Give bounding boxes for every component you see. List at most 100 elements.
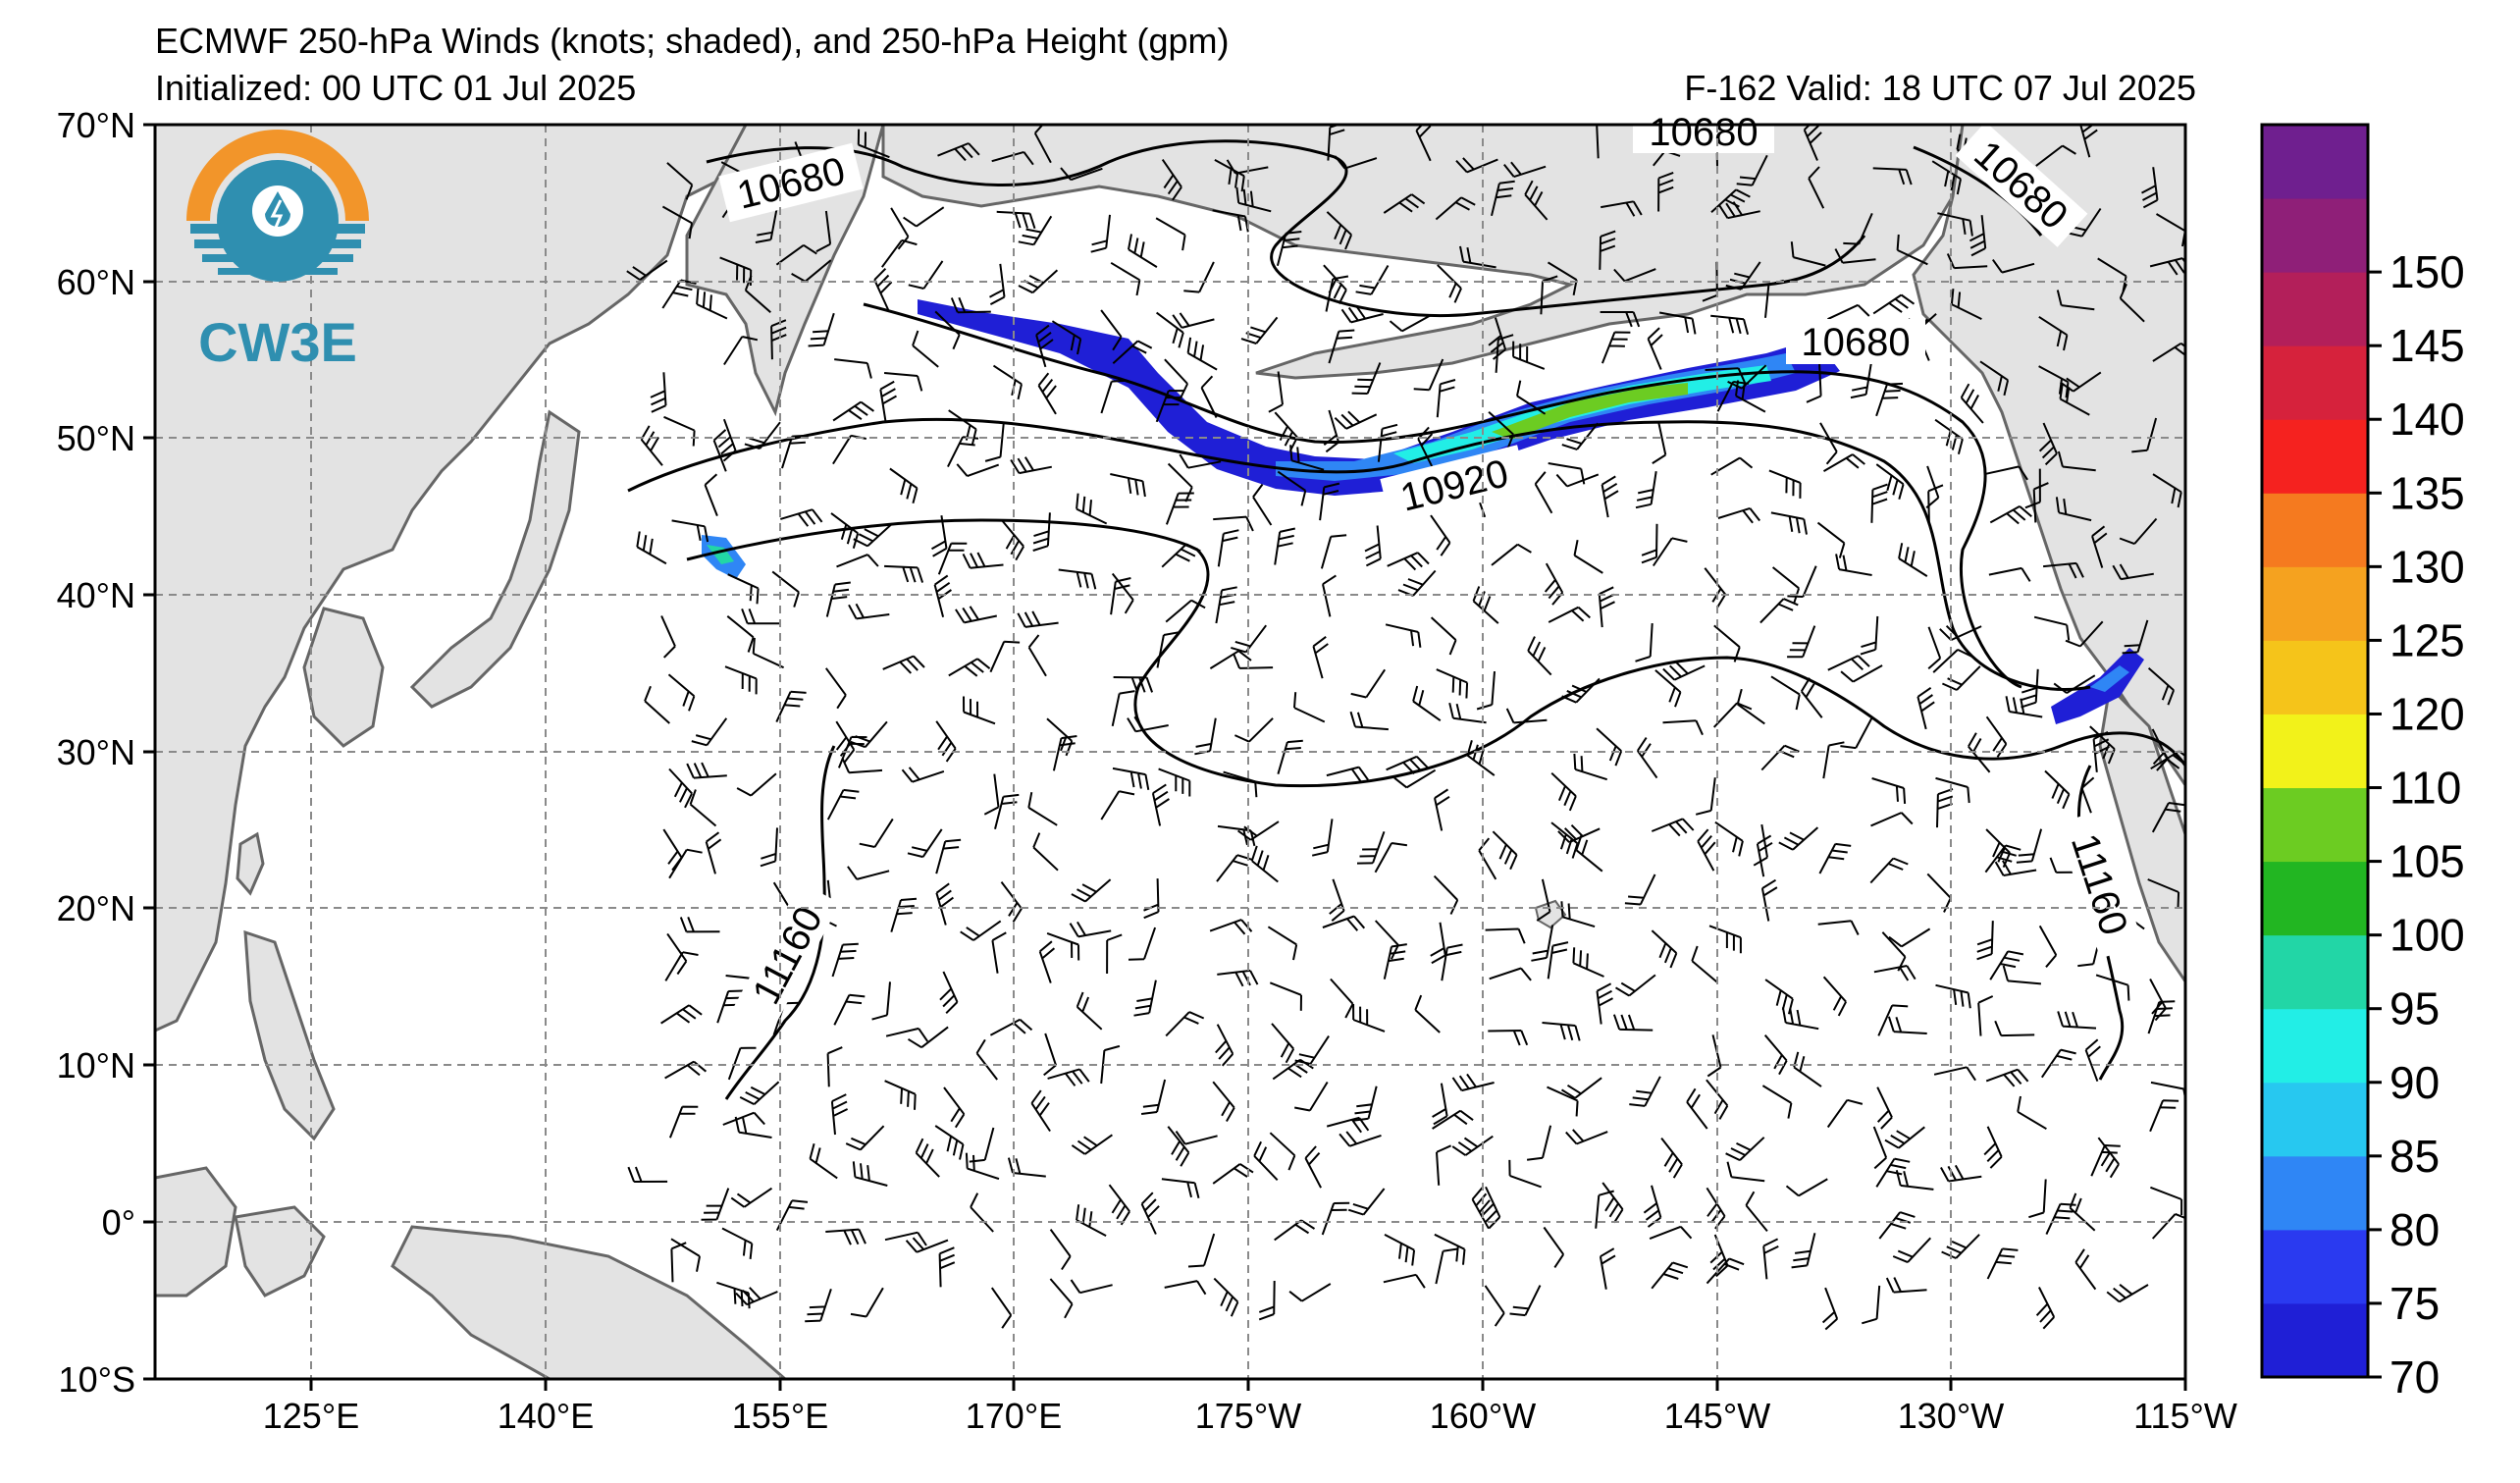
- landmass-korea: [302, 607, 385, 748]
- wind-barb: [661, 205, 693, 239]
- lon-ticks: [309, 1379, 2187, 1391]
- wind-barb: [1200, 375, 1218, 418]
- wind-barb: [1076, 991, 1103, 1031]
- wind-barb: [1165, 492, 1194, 525]
- wind-barb: [1250, 845, 1279, 883]
- wind-barb: [1888, 927, 1931, 948]
- wind-barb: [831, 942, 859, 978]
- wind-barb: [832, 400, 874, 422]
- wind-barb: [1018, 269, 1059, 294]
- wind-barb: [1613, 268, 1656, 283]
- wind-barb: [1212, 209, 1249, 233]
- wind-barb: [1651, 1261, 1689, 1290]
- colorbar-swatch: [2262, 125, 2368, 199]
- contour-10920: [627, 417, 2091, 691]
- wind-barb: [1043, 1033, 1057, 1077]
- landmass-taiwan: [236, 831, 265, 896]
- wind-barb: [1725, 1137, 1765, 1162]
- wind-barb: [1010, 456, 1052, 475]
- colorbar-swatch: [2262, 934, 2368, 1010]
- wind-barb: [1488, 410, 1515, 450]
- wind-barb: [2141, 167, 2159, 209]
- wind-barb: [1489, 967, 1532, 981]
- height-contours: [627, 139, 2185, 1100]
- wind-barb: [2119, 283, 2145, 323]
- colorbar-swatch: [2262, 419, 2368, 494]
- wind-barb: [644, 685, 670, 724]
- wind-barb: [1547, 941, 1569, 980]
- gridlines: [155, 125, 2185, 1379]
- wind-barb: [2053, 674, 2096, 694]
- wind-barb: [984, 423, 1005, 462]
- wind-barb: [1994, 860, 2037, 876]
- wind-barb: [670, 1238, 701, 1272]
- wind-barb: [1869, 857, 1909, 884]
- wind-barb: [1334, 410, 1378, 430]
- wind-barb: [1432, 1109, 1474, 1130]
- wind-barb: [1816, 521, 1846, 558]
- wind-barb: [1276, 231, 1302, 266]
- jet-california-core: [2090, 665, 2129, 692]
- colorbar-swatch: [2262, 272, 2368, 346]
- wind-barb: [937, 542, 968, 575]
- wind-barb: [1808, 166, 1825, 209]
- wind-barb: [1430, 922, 1446, 965]
- wind-barb: [1927, 484, 1944, 525]
- wind-barb: [1209, 919, 1253, 935]
- wind-barb: [2069, 1192, 2096, 1232]
- wind-barb: [1822, 976, 1847, 1017]
- wind-barb: [1167, 1126, 1190, 1167]
- colorbar-swatch: [2262, 566, 2368, 641]
- colorbar-swatch: [2262, 714, 2368, 789]
- wind-barb: [1791, 1233, 1816, 1269]
- wind-barb: [668, 1105, 699, 1139]
- wind-barb: [1985, 715, 2008, 758]
- wind-barb: [1555, 473, 1600, 488]
- wind-barb: [1840, 664, 1883, 683]
- wind-barb: [1989, 505, 2032, 525]
- wind-barb: [1235, 186, 1272, 213]
- wind-barb: [1543, 1226, 1565, 1268]
- wind-barb: [1127, 715, 1169, 733]
- wind-barb: [1234, 717, 1274, 743]
- wind-barb: [1526, 1125, 1552, 1161]
- colorbar-tick-label: 145: [2389, 320, 2465, 371]
- wind-barb: [2038, 925, 2058, 968]
- wind-barb: [1872, 167, 1913, 185]
- wind-barb: [873, 267, 893, 311]
- wind-barb: [1274, 411, 1298, 452]
- lon-label: 130°W: [1898, 1396, 2004, 1436]
- wind-barb: [1988, 566, 2031, 582]
- wind-barb: [1860, 615, 1879, 656]
- wind-barb: [1328, 329, 1355, 364]
- wind-barb: [1785, 1178, 1828, 1197]
- wind-barb: [1977, 995, 1994, 1036]
- wind-barb: [1430, 616, 1457, 656]
- lon-label: 175°W: [1195, 1396, 1301, 1436]
- wind-barb: [2147, 1000, 2176, 1034]
- wind-barb: [1052, 735, 1077, 771]
- wind-barb: [1326, 766, 1369, 783]
- wind-barb: [1827, 303, 1870, 321]
- wind-barb: [1108, 1184, 1130, 1226]
- wind-barb: [1214, 159, 1245, 192]
- wind-barb: [1548, 606, 1591, 623]
- wind-barb: [1884, 1126, 1925, 1149]
- wind-barb: [890, 207, 910, 250]
- wind-barb: [1764, 979, 1794, 1015]
- wind-barb: [1389, 314, 1432, 333]
- wind-barb: [1100, 790, 1135, 821]
- wind-barb: [1601, 200, 1643, 217]
- wind-barb: [905, 1237, 949, 1253]
- wind-barb: [1322, 574, 1337, 617]
- wind-barb: [1898, 543, 1928, 577]
- landmass-indonesia: [234, 1205, 326, 1298]
- wind-barb: [1596, 727, 1623, 767]
- wind-barb: [1364, 525, 1382, 567]
- wind-barb: [1179, 453, 1222, 469]
- wind-barb: [1325, 275, 1349, 312]
- wind-barb: [1320, 534, 1347, 569]
- wind-barb: [934, 1125, 965, 1160]
- wind-barb: [1629, 1076, 1661, 1107]
- wind-barb: [1872, 1126, 1888, 1170]
